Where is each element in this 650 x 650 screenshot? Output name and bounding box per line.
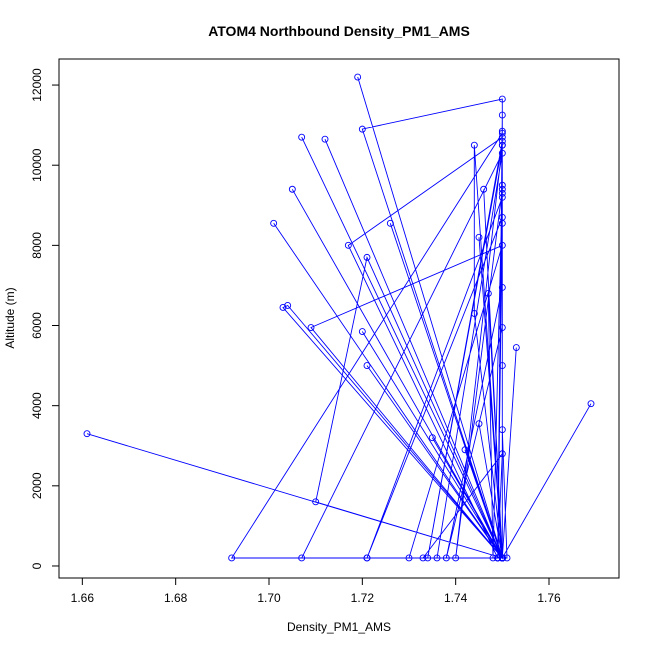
data-point	[484, 290, 492, 297]
data-point	[452, 554, 460, 562]
data-point	[498, 95, 506, 103]
data-point	[498, 426, 506, 434]
y-tick-label: 6000	[30, 312, 44, 339]
y-tick-label: 0	[30, 562, 44, 569]
x-axis: 1.66 1.68 1.70 1.72 1.74 1.76	[71, 578, 561, 605]
data-point	[475, 233, 483, 241]
data-point	[498, 324, 506, 331]
data-point	[480, 185, 488, 193]
data-point	[498, 193, 506, 201]
data-point	[503, 554, 511, 562]
data-point	[498, 133, 506, 141]
data-point	[498, 213, 506, 221]
data-point	[358, 328, 366, 335]
y-tick-label: 10000	[30, 148, 44, 182]
plot-frame	[58, 58, 620, 579]
series-line	[86, 76, 592, 560]
data-point	[498, 181, 506, 189]
x-tick-label: 1.76	[537, 591, 561, 605]
x-axis-label: Density_PM1_AMS	[287, 620, 391, 634]
data-point	[461, 446, 469, 454]
y-tick-label: 4000	[30, 392, 44, 419]
data-point	[312, 498, 320, 506]
data-point	[470, 141, 478, 149]
data-point	[470, 310, 478, 317]
data-point	[83, 430, 91, 438]
data-series	[86, 76, 592, 560]
y-axis-label: Altitude (m)	[3, 287, 17, 348]
data-point	[424, 554, 432, 562]
data-point	[386, 219, 394, 227]
data-point	[354, 73, 362, 81]
data-point	[475, 420, 483, 428]
y-tick-label: 12000	[30, 68, 44, 102]
data-point	[498, 149, 506, 157]
data-point	[298, 133, 306, 141]
data-point	[498, 283, 506, 291]
data-point	[498, 111, 506, 119]
data-point	[344, 241, 352, 249]
x-tick-label: 1.74	[444, 591, 468, 605]
data-point	[358, 125, 366, 133]
data-point	[363, 253, 371, 261]
data-point	[494, 554, 502, 562]
data-point	[489, 554, 497, 562]
y-tick-label: 8000	[30, 232, 44, 259]
data-point	[498, 141, 506, 149]
data-point	[512, 344, 520, 352]
data-point	[498, 189, 506, 197]
data-point	[428, 434, 436, 442]
chart-title: ATOM4 Northbound Density_PM1_AMS	[208, 23, 470, 39]
data-point	[321, 135, 329, 143]
data-point	[498, 362, 506, 370]
y-axis: 0 2000 4000 6000 8000 10000 12000	[30, 68, 59, 569]
data-point	[279, 304, 287, 311]
data-points	[83, 73, 595, 562]
data-point	[442, 554, 450, 562]
x-tick-label: 1.66	[71, 591, 95, 605]
data-point	[498, 129, 506, 137]
data-point	[498, 137, 506, 145]
data-point	[498, 185, 506, 193]
x-tick-label: 1.72	[351, 591, 375, 605]
data-point	[270, 219, 278, 227]
data-point	[228, 554, 236, 562]
data-point	[363, 554, 371, 562]
data-point	[284, 302, 292, 309]
data-point	[498, 450, 506, 458]
data-point	[288, 185, 296, 193]
x-tick-label: 1.70	[257, 591, 281, 605]
data-point	[498, 554, 506, 562]
data-point	[307, 324, 315, 331]
data-point	[433, 554, 441, 562]
data-point	[298, 554, 306, 562]
data-point	[498, 241, 506, 249]
data-point	[363, 362, 371, 370]
y-tick-label: 2000	[30, 472, 44, 499]
data-point	[405, 554, 413, 562]
x-tick-label: 1.68	[164, 591, 188, 605]
data-point	[419, 554, 427, 562]
data-point	[587, 400, 595, 408]
